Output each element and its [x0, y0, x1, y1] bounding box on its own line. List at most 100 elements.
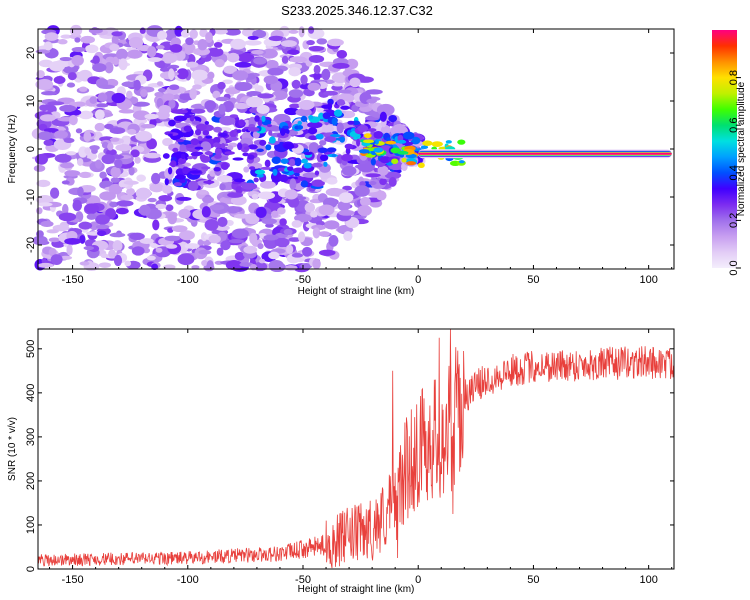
spectrogram-blob [202, 196, 215, 204]
spectrogram-blob [220, 240, 231, 251]
spectrogram-blob [358, 149, 370, 154]
colorbar-label: Normalized spectral amplitude [736, 81, 747, 216]
spectrogram-blob [241, 182, 258, 190]
spectrogram-blob [289, 158, 296, 167]
spectrogram-blob [248, 144, 258, 150]
spectrogram-y-axis: -20 -10 0 10 20 [25, 47, 674, 253]
spectrogram-blob [59, 104, 77, 113]
spectrogram-blob [197, 38, 208, 51]
spectrogram-blob [327, 102, 333, 110]
spectrogram-blob [144, 113, 159, 120]
spectrogram-blob [313, 64, 321, 75]
spectrogram-blob [98, 262, 111, 268]
spectrogram-blob [218, 132, 228, 137]
spectrogram-blob [35, 78, 54, 90]
spectrogram-blob [388, 114, 398, 123]
spectrogram-blob [228, 239, 245, 244]
spectrogram-blob [281, 55, 289, 64]
spectrogram-blob [256, 173, 264, 178]
spectrogram-blob [139, 238, 154, 244]
spectrogram-blob [265, 59, 279, 70]
spectrogram-blob [151, 263, 159, 271]
spectrogram-blob [199, 154, 207, 161]
spectrogram-blob [128, 36, 144, 49]
spectrogram-blob [154, 92, 164, 97]
spectrogram-blob [155, 203, 167, 209]
spectrogram-blob [288, 29, 299, 34]
spectrogram-blob [288, 66, 301, 77]
spectrogram-blob [268, 35, 284, 42]
spectrogram-blob [162, 153, 170, 159]
spectrogram-blob [283, 143, 295, 150]
spectrogram-blob [342, 185, 352, 191]
spectrogram-blob [313, 72, 321, 81]
spectrogram-blob [366, 98, 377, 104]
spectrogram-blob [89, 145, 100, 151]
spectrogram-blob [385, 140, 397, 145]
spectrogram-blob [214, 59, 225, 68]
spectrogram-blob [188, 180, 199, 191]
spectrogram-blob [308, 26, 315, 34]
spectrogram-blob [139, 27, 146, 34]
spectrogram-blob [286, 244, 294, 255]
spectrogram-blob [89, 96, 98, 104]
spectrogram-blob [325, 132, 332, 137]
spectrogram-blob [78, 110, 94, 120]
spectrogram-blob [379, 156, 391, 164]
x-tick-label: -50 [295, 574, 311, 586]
spectrogram-blob [46, 229, 59, 234]
spectrogram-blob [115, 144, 132, 152]
spectrogram-blob [179, 178, 186, 184]
spectrogram-blob [94, 109, 105, 120]
spectrogram-blob [104, 123, 114, 130]
spectrogram-blob [79, 86, 88, 92]
colorbar-tick-label: 0.0 [728, 260, 740, 275]
spectrogram-blob [355, 76, 374, 83]
spectrogram-blob [345, 147, 351, 155]
spectrogram-blob [174, 25, 183, 37]
spectrogram-blob [98, 84, 115, 89]
spectrogram-blob [204, 100, 217, 111]
spectrogram-blob [265, 144, 272, 151]
spectrogram-blob [84, 203, 100, 214]
spectrogram-blob [307, 82, 321, 91]
spectrogram-blob [368, 180, 377, 186]
spectrogram-blob [308, 45, 325, 52]
spectrogram-blob [204, 121, 210, 125]
spectrogram-blob [370, 158, 376, 166]
spectrogram-x-label: Height of straight line (km) [298, 286, 415, 297]
spectrogram-blob [266, 124, 272, 128]
spectrogram-blob [168, 68, 175, 81]
spectrogram-blob [263, 125, 281, 132]
spectrogram-blob [111, 31, 123, 37]
spectrogram-blob [222, 79, 233, 85]
spectrogram-blob [111, 92, 126, 104]
spectrogram-blob [213, 167, 221, 172]
spectrogram-blob [331, 153, 337, 158]
spectrogram-blob [263, 234, 279, 241]
spectrogram-blob [317, 147, 328, 154]
spectrogram-blob [303, 151, 313, 156]
spectrogram-blob [213, 126, 223, 133]
spectrogram-blob [173, 182, 183, 187]
y-tick-label: 500 [25, 340, 37, 358]
spectrogram-blob [234, 102, 249, 110]
spectrogram-blobs [31, 24, 672, 273]
spectrogram-blob [52, 224, 70, 232]
spectrogram-blob [243, 146, 251, 150]
spectrogram-blob [163, 264, 176, 270]
spectrogram-blob [417, 162, 425, 169]
spectrogram-blob [354, 185, 370, 197]
spectrogram-blob [310, 210, 318, 218]
spectrogram-blob [83, 131, 92, 143]
spectrogram-blob [261, 115, 266, 122]
spectrogram-blob [207, 71, 215, 80]
y-tick-label: 0 [25, 146, 37, 152]
spectrogram-blob [146, 138, 157, 150]
spectrogram-blob [216, 175, 233, 183]
spectrogram-blob [263, 238, 278, 249]
spectrogram-blob [291, 79, 301, 90]
spectrogram-blob [274, 237, 290, 248]
spectrogram-blob [131, 246, 145, 256]
spectrogram-blob [337, 200, 351, 211]
